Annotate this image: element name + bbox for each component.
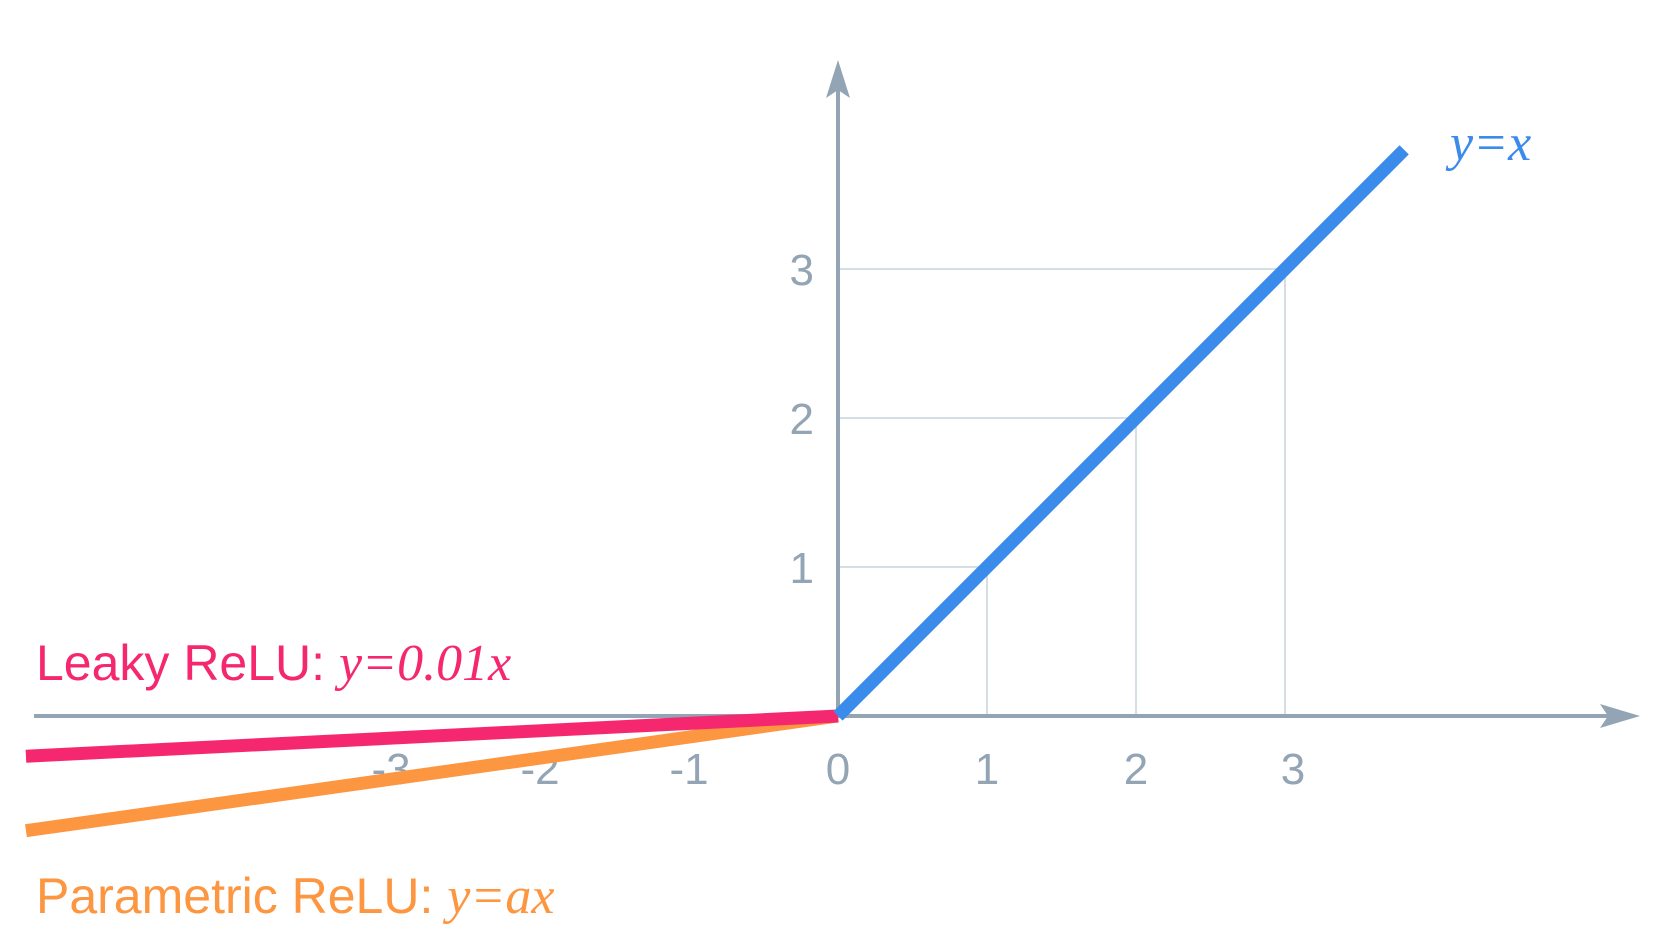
y-tick-label: 2 [790, 395, 814, 444]
x-tick-label: -1 [669, 745, 708, 794]
identity-label: y=x [1445, 115, 1531, 172]
y-tick-label: 1 [790, 544, 814, 593]
x-tick-label: 0 [826, 745, 850, 794]
x-axis-arrow [1600, 704, 1640, 728]
leaky-relu-label: Leaky ReLU: y=0.01x [36, 635, 511, 692]
series-lines [25, 145, 1409, 838]
y-tick-label: 3 [790, 246, 814, 295]
x-tick-label: 2 [1124, 745, 1148, 794]
y-axis-arrow [826, 60, 850, 98]
x-tick-label: 3 [1281, 745, 1305, 794]
parametric-relu-title: Parametric ReLU: [36, 868, 447, 924]
series-line-parametric [25, 709, 839, 838]
series-line-leaky [25, 709, 839, 763]
grid-lines [838, 268, 1286, 716]
series-line-identity [833, 145, 1409, 721]
parametric-relu-label: Parametric ReLU: y=ax [36, 868, 554, 925]
leaky-relu-title: Leaky ReLU: [36, 635, 339, 691]
parametric-relu-formula: y=ax [442, 868, 554, 925]
x-tick-label: 1 [975, 745, 999, 794]
leaky-relu-formula: y=0.01x [334, 635, 511, 692]
